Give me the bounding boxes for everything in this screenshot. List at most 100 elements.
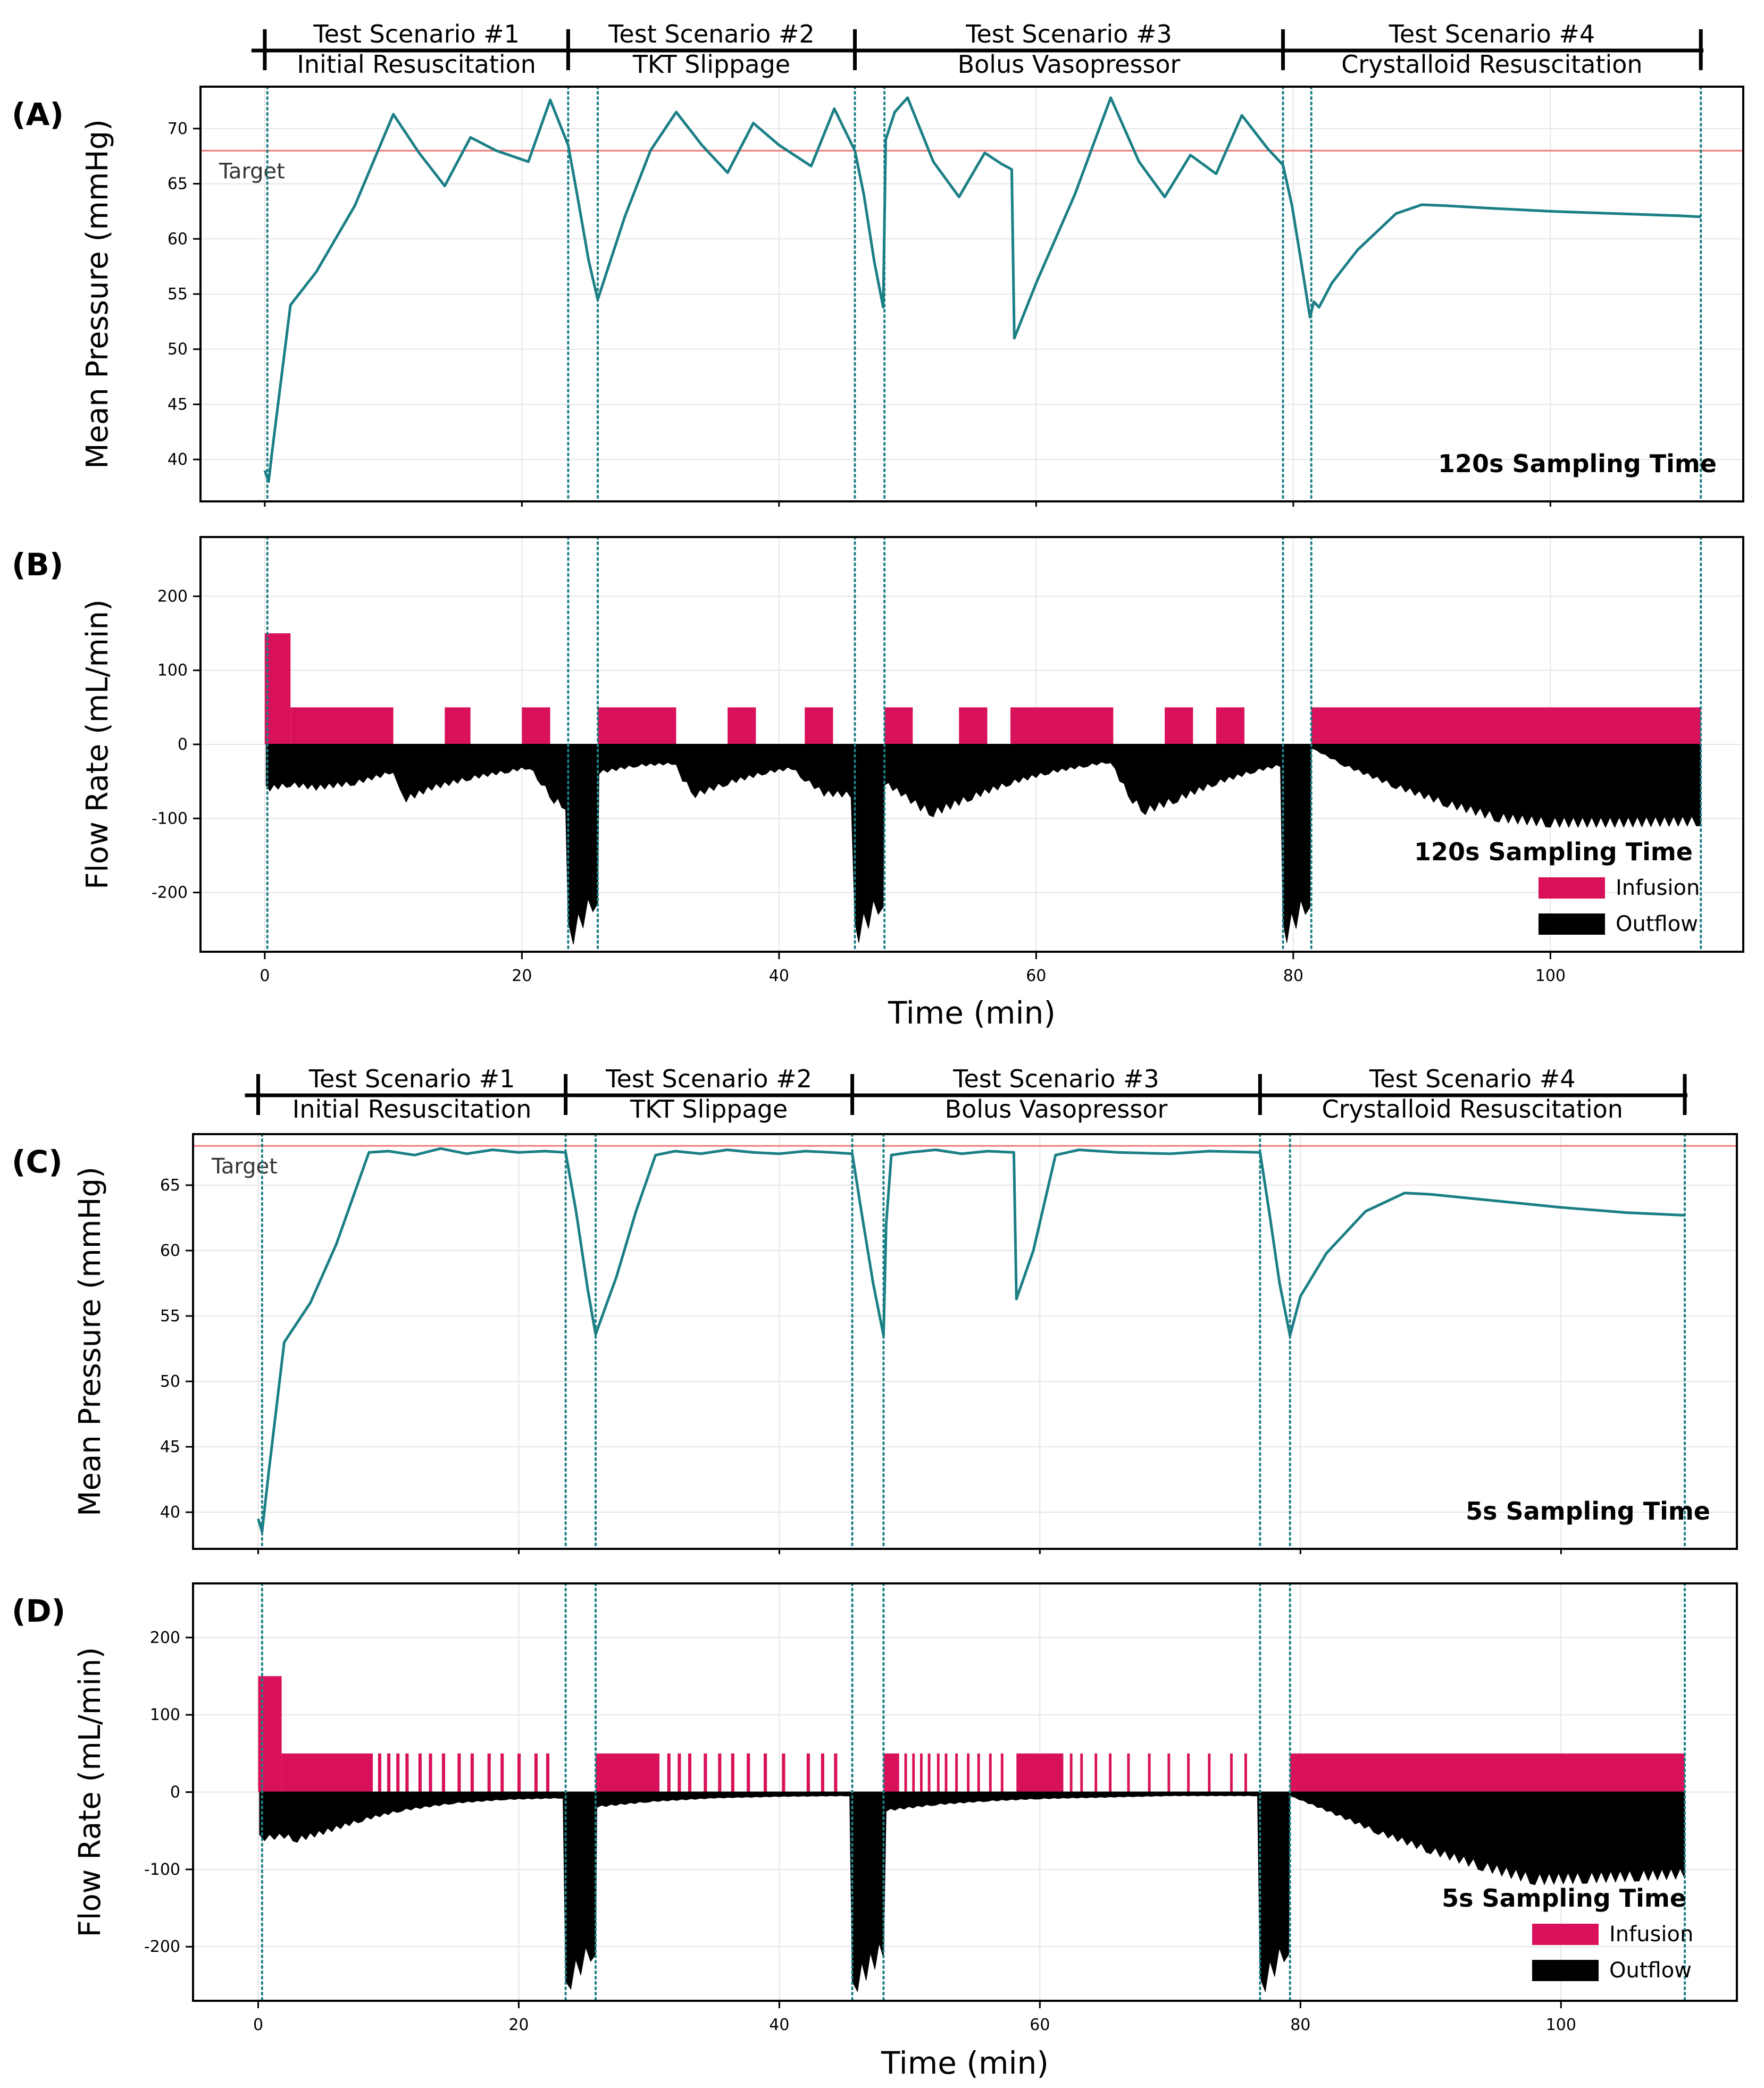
legend-swatch	[1539, 877, 1605, 899]
legend-label: Infusion	[1609, 1922, 1693, 1947]
infusion-bar	[470, 1753, 474, 1792]
infusion-bar	[944, 1753, 948, 1792]
infusion-bar	[1230, 1753, 1233, 1792]
infusion-bar	[1290, 1753, 1685, 1792]
infusion-bar	[290, 707, 394, 744]
y-tick-label: 100	[157, 661, 188, 680]
y-tick-label: 50	[160, 1372, 180, 1391]
infusion-bar	[281, 1753, 373, 1792]
legend-swatch	[1539, 913, 1605, 935]
x-tick-label: 0	[253, 2016, 263, 2034]
scenario-subtitle: Crystalloid Resuscitation	[1341, 50, 1642, 79]
scenario-title: Test Scenario #4	[1369, 1064, 1576, 1093]
infusion-bar	[747, 1753, 750, 1792]
y-tick-label: 0	[170, 1783, 180, 1802]
y-axis-label: Flow Rate (mL/min)	[73, 1647, 107, 1938]
scenario-subtitle: Bolus Vasopressor	[958, 50, 1181, 79]
legend-swatch	[1532, 1924, 1599, 1945]
x-axis-label: Time (min)	[881, 2045, 1049, 2081]
infusion-bar	[517, 1753, 521, 1792]
panel-A: Target 120s Sampling Time 40 45 50 55 60 65 70 Me…	[12, 86, 1744, 507]
scenario-subtitle: TKT Slippage	[630, 1095, 788, 1123]
infusion-bar	[487, 1753, 491, 1792]
infusion-bar	[989, 1753, 992, 1792]
x-tick-label: 100	[1535, 967, 1566, 985]
y-tick-label: 0	[178, 735, 188, 754]
infusion-bar	[919, 1753, 923, 1792]
infusion-bar	[821, 1753, 824, 1792]
panel-D: 5s Sampling Time Infusion Outflow -200 -100 0…	[12, 1582, 1738, 2081]
outflow-area	[259, 1792, 1685, 1993]
infusion-bar	[1016, 1753, 1064, 1792]
panel-label: (D)	[12, 1593, 65, 1629]
y-axis-label: Flow Rate (mL/min)	[80, 599, 115, 890]
target-label: Target	[219, 159, 285, 183]
y-tick-label: 65	[160, 1176, 180, 1195]
y-tick-label: 60	[168, 230, 188, 248]
infusion-bar	[1094, 1753, 1098, 1792]
sampling-annotation: 5s Sampling Time	[1442, 1884, 1686, 1913]
y-tick-label: 55	[168, 285, 188, 304]
infusion-bar	[1311, 707, 1701, 744]
y-tick-label: -100	[144, 1860, 180, 1879]
infusion-bar	[667, 1753, 671, 1792]
pressure-series-line	[257, 1147, 1685, 1533]
infusion-bar	[1127, 1753, 1130, 1792]
infusion-bar	[1010, 707, 1114, 744]
pressure-series-line	[263, 96, 1701, 483]
infusion-bar	[884, 707, 913, 744]
infusion-bar	[688, 1753, 692, 1792]
infusion-bar	[1000, 1753, 1004, 1792]
x-tick-label: 60	[1030, 2016, 1050, 2034]
legend-swatch	[1532, 1960, 1599, 1981]
y-tick-label: -200	[144, 1938, 180, 1956]
y-tick-label: 60	[160, 1242, 180, 1260]
scenario-title: Test Scenario #3	[952, 1064, 1159, 1093]
scenario-title: Test Scenario #1	[313, 20, 520, 48]
infusion-bar	[418, 1753, 422, 1792]
axes-frame	[199, 536, 1744, 953]
infusion-bar	[955, 1753, 958, 1792]
sampling-annotation: 5s Sampling Time	[1466, 1497, 1710, 1525]
y-tick-label: -100	[152, 809, 188, 828]
infusion-bar	[1167, 1753, 1171, 1792]
infusion-bar	[728, 707, 756, 744]
infusion-bar	[704, 1753, 707, 1792]
axes-frame	[192, 1582, 1738, 2002]
y-tick-label: 40	[160, 1503, 180, 1522]
infusion-bar	[405, 1753, 409, 1792]
x-tick-label: 20	[512, 967, 532, 985]
infusion-bar	[1165, 707, 1193, 744]
infusion-bar	[806, 1753, 810, 1792]
infusion-bar	[378, 1753, 381, 1792]
infusion-bar	[731, 1753, 734, 1792]
infusion-bar	[445, 707, 471, 744]
infusion-bar	[977, 1753, 980, 1792]
scenario-subtitle: Initial Resuscitation	[297, 50, 536, 79]
x-tick-label: 40	[769, 967, 789, 985]
axes-frame	[192, 1133, 1738, 1550]
infusion-bar	[1208, 1753, 1211, 1792]
y-tick-label: -200	[152, 884, 188, 902]
legend-label: Outflow	[1616, 912, 1698, 936]
infusion-bar	[598, 707, 676, 744]
panel-label: (A)	[12, 96, 64, 132]
infusion-bar	[1187, 1753, 1190, 1792]
infusion-bar	[959, 707, 988, 744]
infusion-bar	[1109, 1753, 1112, 1792]
outflow-area	[265, 744, 1701, 945]
scenario-title: Test Scenario #3	[965, 20, 1172, 48]
infusion-bar	[500, 1753, 504, 1792]
panel-B: 120s Sampling Time Infusion Outflow -200 -10…	[12, 536, 1744, 1031]
infusion-bar	[1244, 1753, 1247, 1792]
infusion-bar	[937, 1753, 940, 1792]
scenario-title: Test Scenario #1	[308, 1064, 515, 1093]
panel-label: (C)	[12, 1144, 63, 1180]
infusion-bar	[534, 1753, 538, 1792]
infusion-bar	[764, 1753, 767, 1792]
target-label: Target	[211, 1154, 278, 1179]
x-tick-label: 40	[769, 2016, 789, 2034]
infusion-bar	[457, 1753, 461, 1792]
